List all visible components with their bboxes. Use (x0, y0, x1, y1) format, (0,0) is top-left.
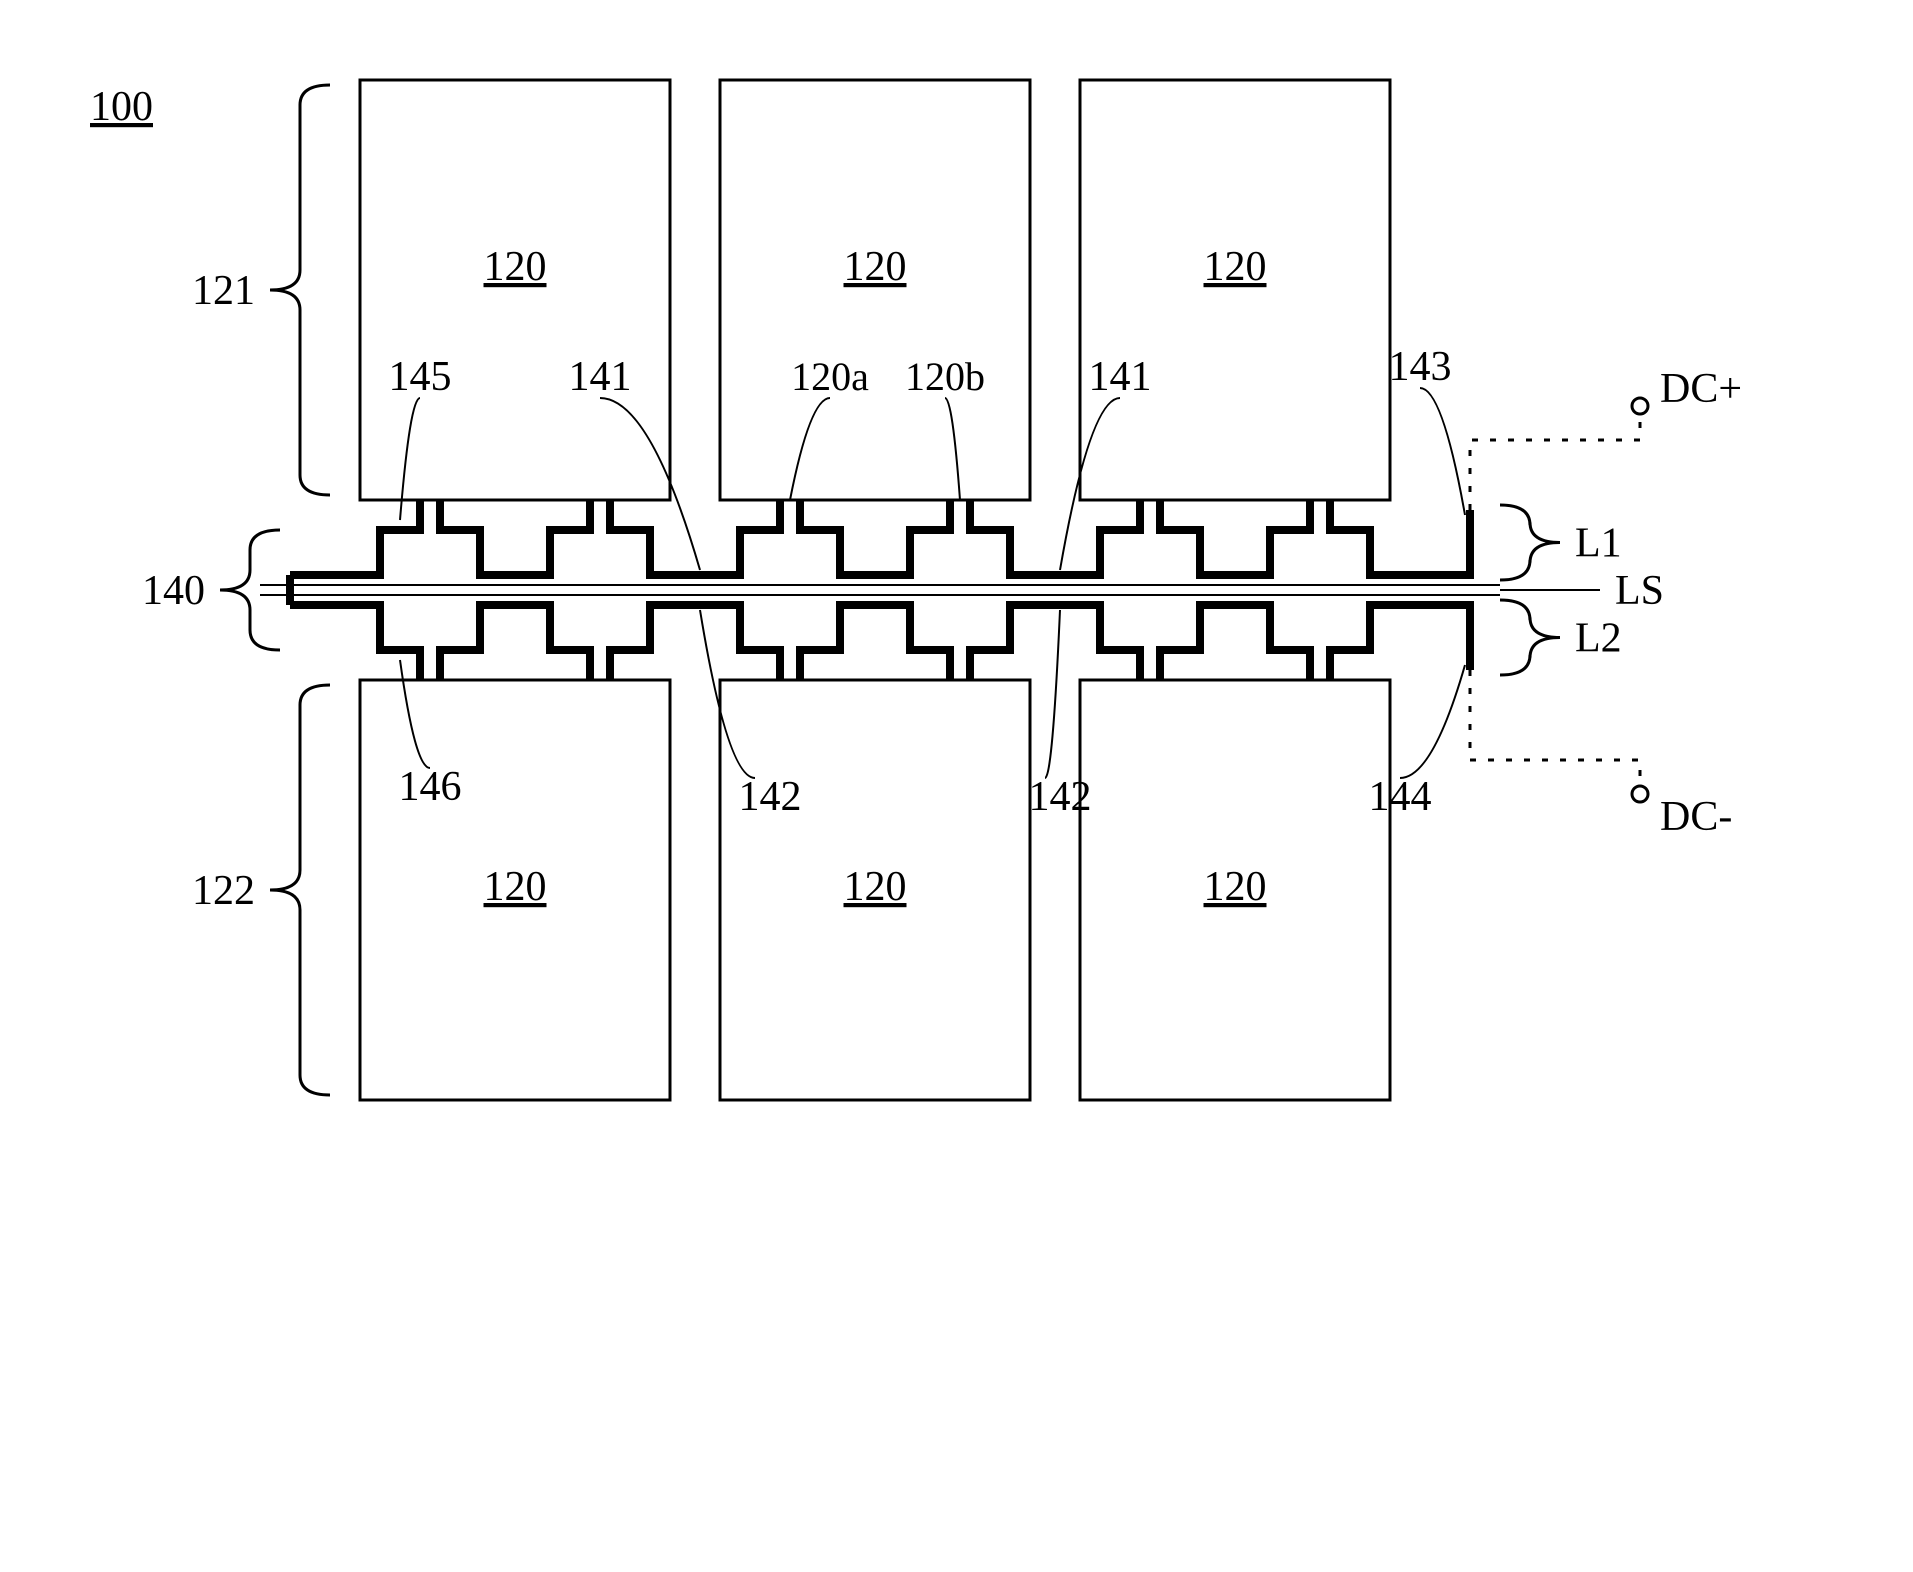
brace (220, 530, 280, 650)
cell-label-120: 120 (844, 864, 907, 910)
lead-dc-minus (1470, 670, 1640, 786)
label-LS: LS (1615, 568, 1664, 614)
label-144: 144 (1369, 774, 1432, 820)
label-100: 100 (90, 84, 153, 130)
label-121: 121 (192, 268, 255, 314)
cell-label-120: 120 (1204, 864, 1267, 910)
label-L2: L2 (1575, 616, 1622, 662)
leader-line (790, 398, 830, 500)
leader-line (1060, 398, 1120, 570)
label-141: 141 (1089, 354, 1152, 400)
label-122: 122 (192, 868, 255, 914)
brace (1500, 600, 1560, 675)
leader-line (400, 660, 430, 768)
label-dc-plus: DC+ (1660, 366, 1742, 412)
label-120b: 120b (905, 354, 985, 399)
label-L1: L1 (1575, 521, 1622, 567)
label-142: 142 (1029, 774, 1092, 820)
conductor-L1 (290, 500, 1470, 575)
figure-svg: 120 120 120 120 120 120 121 122 140 L1 L2LS DC+ DC- 1… (0, 0, 1913, 1572)
label-142: 142 (739, 774, 802, 820)
leader-line (945, 398, 960, 500)
label-143: 143 (1389, 344, 1452, 390)
label-145: 145 (389, 354, 452, 400)
leader-line (700, 610, 755, 778)
brace (1500, 505, 1560, 580)
lead-dc-plus (1470, 414, 1640, 510)
label-120a: 120a (791, 354, 869, 399)
label-dc-minus: DC- (1660, 794, 1732, 840)
brace (270, 85, 330, 495)
cell-label-120: 120 (484, 864, 547, 910)
cell-label-120: 120 (1204, 244, 1267, 290)
cell-label-120: 120 (844, 244, 907, 290)
label-146: 146 (399, 764, 462, 810)
leader-line (1420, 388, 1465, 515)
leader-line (1045, 610, 1060, 778)
conductor-L2 (290, 605, 1470, 680)
leader-line (1400, 665, 1465, 778)
label-140: 140 (142, 568, 205, 614)
brace (270, 685, 330, 1095)
cell-label-120: 120 (484, 244, 547, 290)
label-141: 141 (569, 354, 632, 400)
